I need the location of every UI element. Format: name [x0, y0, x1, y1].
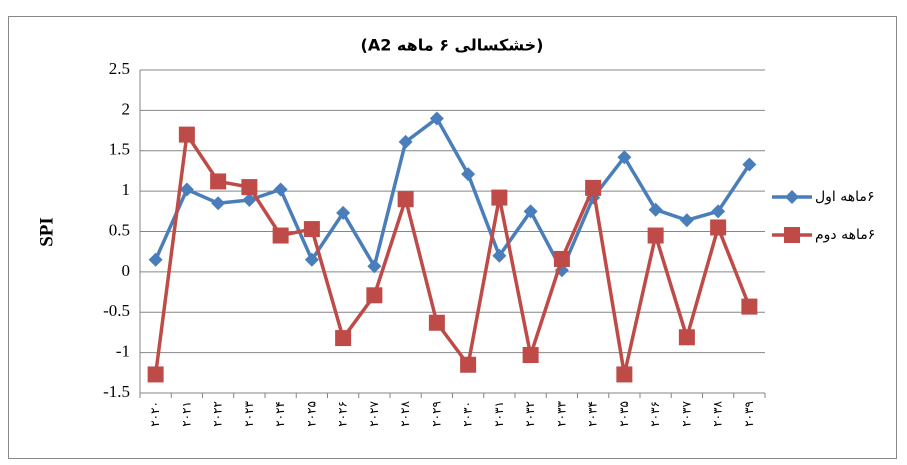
x-tick-label: ۲۰۲۷ [367, 400, 381, 426]
data-point [148, 252, 163, 267]
data-point [366, 287, 383, 304]
data-point [585, 179, 602, 196]
data-point [678, 329, 695, 346]
y-tick-label: 0 [122, 261, 131, 280]
x-tick-label: ۲۰۳۵ [617, 401, 631, 427]
legend-label: ۶ماهه اول [815, 189, 874, 205]
data-point [147, 366, 164, 383]
data-point [522, 347, 539, 364]
x-tick-label: ۲۰۲۱ [179, 401, 193, 427]
data-point [710, 219, 727, 236]
chart-frame [8, 16, 897, 459]
data-point [679, 213, 694, 228]
data-point [397, 191, 414, 208]
series-line [153, 129, 752, 375]
data-point [492, 248, 507, 263]
data-point [617, 150, 632, 165]
data-point [553, 250, 570, 267]
data-point [648, 202, 663, 217]
legend-marker [784, 227, 800, 243]
x-tick-label: ۲۰۲۰ [148, 401, 162, 427]
x-tick-label: ۲۰۳۴ [586, 401, 600, 427]
data-point [367, 259, 382, 274]
x-tick-label: ۲۰۳۹ [742, 401, 756, 427]
y-tick-label: 2 [122, 99, 131, 118]
data-point [461, 167, 476, 182]
chart-title: (خشکسالی ۶ ماهه A2) [361, 36, 544, 55]
data-point [242, 193, 257, 208]
x-tick-label: ۲۰۳۱ [492, 401, 506, 427]
data-point [398, 134, 413, 149]
y-tick-label: 2.5 [109, 59, 130, 78]
x-tick-label: ۲۰۲۲ [211, 401, 225, 427]
data-point [742, 157, 757, 172]
data-point [616, 366, 633, 383]
data-point [273, 182, 288, 197]
x-tick-label: ۲۰۲۹ [429, 401, 443, 427]
data-point [460, 356, 477, 373]
data-point [429, 111, 444, 126]
data-point [272, 227, 289, 244]
x-tick-label: ۲۰۲۶ [336, 401, 350, 427]
x-tick-label: ۲۰۲۳ [242, 400, 256, 426]
x-tick-label: ۲۰۳۶ [648, 401, 662, 427]
data-point [335, 330, 352, 347]
y-axis-label: SPI [36, 217, 57, 247]
y-tick-label: 1 [122, 180, 131, 199]
y-tick-label: -0.5 [103, 301, 130, 320]
data-point [741, 298, 758, 315]
x-tick-label: ۲۰۲۸ [398, 400, 412, 426]
y-tick-label: -1.5 [103, 382, 130, 401]
x-tick-label: ۲۰۳۰ [461, 401, 475, 427]
data-point [241, 179, 258, 196]
data-point [178, 126, 195, 143]
legend-marker [785, 190, 799, 204]
data-point [491, 189, 508, 206]
x-tick-label: ۲۰۳۳ [554, 400, 568, 426]
x-tick-label: ۲۰۳۲ [523, 401, 537, 427]
y-tick-label: 0.5 [109, 220, 130, 239]
x-tick-label: ۲۰۲۴ [273, 401, 287, 427]
data-point [211, 196, 226, 211]
x-tick-label: ۲۰۳۸ [711, 400, 725, 426]
data-point [523, 204, 538, 219]
data-point [304, 252, 319, 267]
data-point [179, 182, 194, 197]
data-point [303, 221, 320, 238]
data-point [210, 173, 227, 190]
x-tick-label: ۲۰۲۵ [304, 401, 318, 427]
data-point [428, 314, 445, 331]
y-tick-label: -1 [116, 342, 130, 361]
y-tick-label: 1.5 [109, 140, 130, 159]
data-point [711, 204, 726, 219]
legend-label: ۶ماهه دوم [815, 227, 875, 243]
x-tick-label: ۲۰۳۷ [679, 400, 693, 426]
data-point [336, 205, 351, 220]
data-point [647, 227, 664, 244]
